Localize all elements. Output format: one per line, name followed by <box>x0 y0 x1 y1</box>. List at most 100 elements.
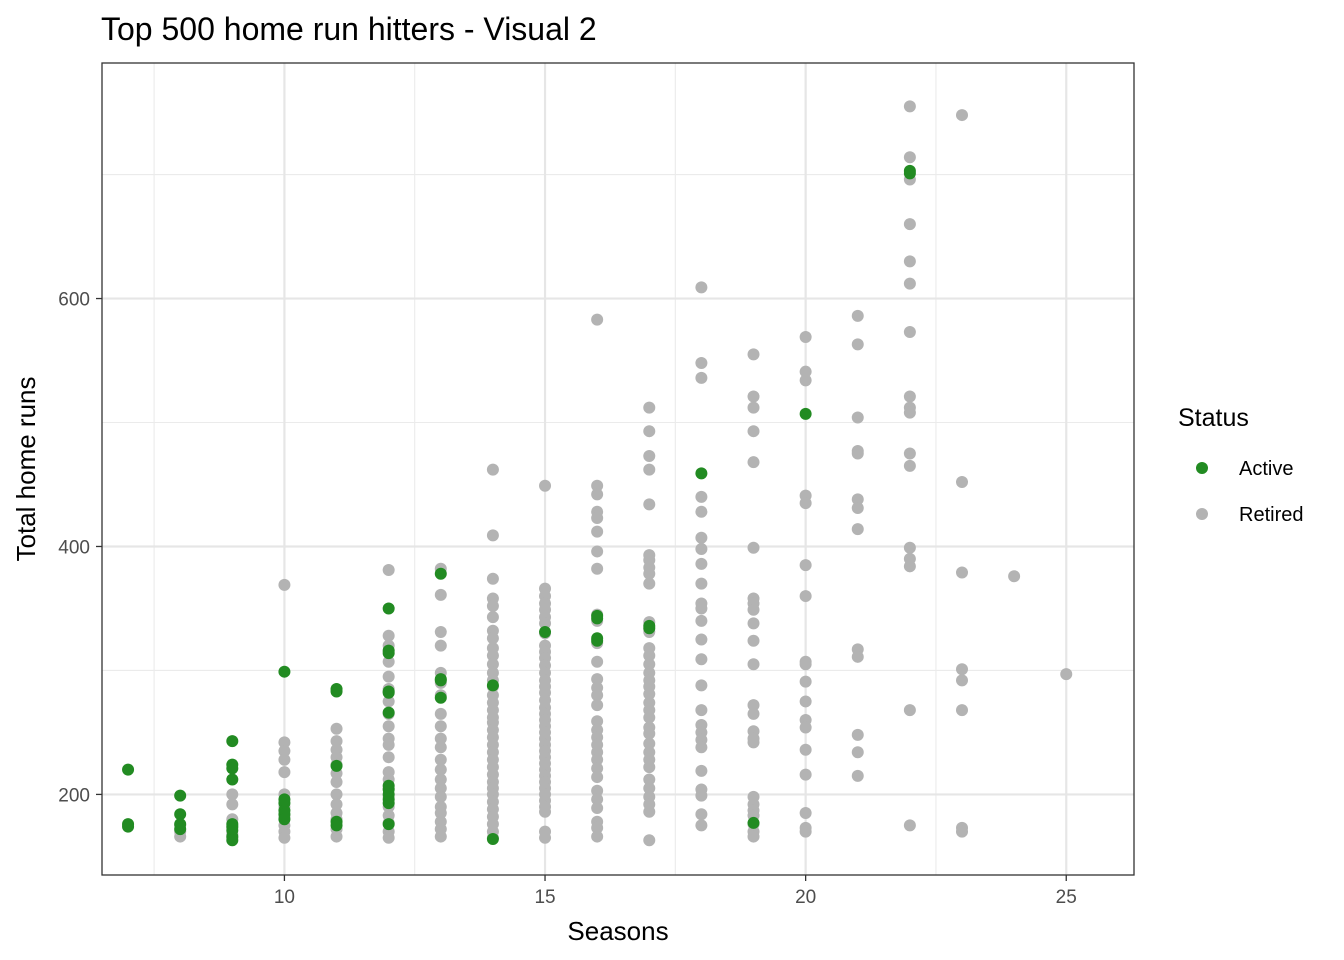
data-point-retired <box>851 650 864 663</box>
y-tick-label: 600 <box>58 290 90 311</box>
data-point-retired <box>278 831 291 844</box>
data-point-retired <box>591 699 604 712</box>
data-point-retired <box>956 704 968 717</box>
data-point-retired <box>591 715 604 728</box>
data-point-retired <box>278 578 291 591</box>
data-point-retired <box>434 588 447 601</box>
data-point-retired <box>799 825 812 838</box>
data-point-retired <box>747 390 760 403</box>
data-point-retired <box>799 695 812 708</box>
plot-panel <box>102 63 1134 875</box>
data-point-retired <box>851 309 864 322</box>
series-retired <box>174 100 1073 847</box>
data-point-retired <box>486 572 499 585</box>
data-point-retired <box>643 577 656 590</box>
legend-key-active <box>1196 462 1208 474</box>
data-point-retired <box>903 406 916 419</box>
data-point-retired <box>591 793 604 806</box>
data-point-retired <box>434 720 447 733</box>
data-point-active <box>747 816 760 829</box>
data-point-retired <box>799 658 812 671</box>
data-point-retired <box>851 769 864 782</box>
x-tick-label: 10 <box>274 887 295 908</box>
x-tick-label: 20 <box>795 887 816 908</box>
data-point-retired <box>747 617 760 630</box>
data-point-retired <box>539 617 552 630</box>
x-axis-ticks: 10 15 20 25 <box>274 875 1077 908</box>
data-point-retired <box>956 663 968 676</box>
data-point-retired <box>851 493 864 506</box>
data-point-retired <box>903 100 916 113</box>
data-point-retired <box>903 819 916 832</box>
data-point-retired <box>591 655 604 668</box>
data-point-retired <box>591 545 604 558</box>
data-point-active <box>122 763 135 776</box>
data-point-retired <box>330 830 343 843</box>
data-point-retired <box>695 371 708 384</box>
data-point-active <box>174 808 187 821</box>
data-point-retired <box>747 736 760 749</box>
legend-key-retired <box>1196 508 1208 520</box>
data-point-retired <box>643 463 656 476</box>
plot-border <box>101 62 1135 876</box>
data-point-retired <box>591 525 604 538</box>
data-point-retired <box>747 830 760 843</box>
data-point-retired <box>747 425 760 438</box>
data-point-retired <box>591 830 604 843</box>
data-point-retired <box>330 722 343 735</box>
x-tick-label: 25 <box>1056 887 1077 908</box>
data-point-active <box>434 691 447 704</box>
data-point-retired <box>643 401 656 414</box>
data-point-retired <box>1060 668 1073 681</box>
data-point-retired <box>851 411 864 424</box>
data-point-retired <box>799 497 812 510</box>
data-point-retired <box>851 447 864 460</box>
data-point-retired <box>434 830 447 843</box>
data-point-retired <box>903 560 916 573</box>
data-point-retired <box>226 798 239 811</box>
data-point-active <box>226 834 239 847</box>
data-point-active <box>486 833 499 846</box>
data-point-retired <box>747 707 760 720</box>
data-point-retired <box>591 673 604 686</box>
data-point-retired <box>851 338 864 351</box>
data-point-retired <box>539 805 552 818</box>
data-point-active <box>539 626 552 639</box>
data-point-active <box>434 567 447 580</box>
data-point-retired <box>382 720 395 733</box>
data-point-active <box>174 823 187 836</box>
data-point-retired <box>591 488 604 501</box>
data-point-retired <box>956 566 968 579</box>
data-point-retired <box>695 281 708 294</box>
data-point-active <box>903 167 916 180</box>
data-point-active <box>226 773 239 786</box>
data-point-retired <box>695 577 708 590</box>
data-point-retired <box>747 456 760 469</box>
data-point-retired <box>643 782 656 795</box>
data-point-retired <box>330 735 343 748</box>
data-point-retired <box>747 699 760 712</box>
data-point-retired <box>851 728 864 741</box>
data-point-active <box>643 622 656 635</box>
data-point-retired <box>747 541 760 554</box>
data-point-active <box>278 665 291 678</box>
data-point-retired <box>799 721 812 734</box>
data-point-retired <box>695 819 708 832</box>
data-point-retired <box>539 479 552 492</box>
chart-title: Top 500 home run hitters - Visual 2 <box>101 11 597 47</box>
data-point-active <box>330 759 343 772</box>
data-point-retired <box>486 632 499 645</box>
data-point-retired <box>695 602 708 615</box>
data-point-retired <box>434 782 447 795</box>
data-point-active <box>591 634 604 647</box>
data-point-retired <box>382 695 395 708</box>
data-point-retired <box>695 653 708 666</box>
data-point-retired <box>643 737 656 750</box>
data-point-retired <box>956 674 968 687</box>
data-point-retired <box>903 390 916 403</box>
data-point-active <box>382 818 395 831</box>
data-point-retired <box>434 639 447 652</box>
data-point-retired <box>591 753 604 766</box>
data-point-retired <box>903 277 916 290</box>
data-point-retired <box>382 670 395 683</box>
